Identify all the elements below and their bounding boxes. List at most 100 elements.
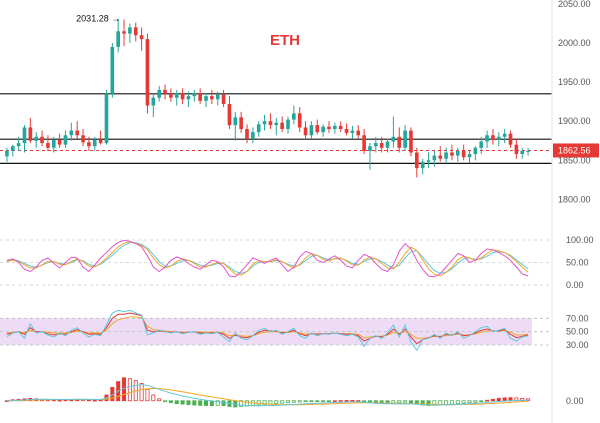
candle-body bbox=[455, 150, 460, 156]
candle bbox=[467, 150, 472, 164]
candle-body bbox=[391, 136, 396, 142]
candle-body bbox=[239, 117, 243, 129]
macd-hist-bar bbox=[192, 400, 197, 406]
candle bbox=[268, 113, 273, 129]
price-axis: 2050.00 2000.00 1950.00 1900.00 1850.00 1800.… bbox=[551, 0, 591, 423]
candle-body bbox=[309, 125, 314, 136]
candle bbox=[180, 88, 185, 104]
price-pane bbox=[0, 18, 552, 178]
candle bbox=[391, 116, 396, 148]
candle-body bbox=[34, 136, 39, 141]
candle-body bbox=[98, 139, 103, 144]
candle-body bbox=[356, 130, 361, 136]
candle-body bbox=[233, 117, 238, 126]
candle bbox=[239, 111, 243, 133]
candle bbox=[333, 122, 337, 134]
candle bbox=[186, 91, 191, 108]
candle-body bbox=[40, 136, 44, 144]
candle bbox=[496, 132, 501, 147]
current-price-tag-bg bbox=[553, 143, 599, 158]
candle bbox=[379, 136, 384, 153]
rsi-tick-label-1: 50.00 bbox=[566, 327, 589, 337]
candle bbox=[385, 138, 390, 153]
macd-hist-bar bbox=[485, 399, 490, 402]
macd-signal-line bbox=[6, 387, 529, 406]
macd-hist-bar bbox=[350, 399, 355, 402]
macd-hist-bar bbox=[204, 400, 209, 406]
candle-body bbox=[22, 127, 27, 144]
candle-body bbox=[245, 129, 249, 139]
candle-body bbox=[145, 39, 150, 106]
macd-hist-bar bbox=[397, 400, 402, 404]
macd-hist-bar bbox=[426, 400, 431, 406]
price-tick-label-3: 1900.00 bbox=[558, 116, 591, 126]
candle bbox=[227, 96, 232, 129]
candle-body bbox=[508, 133, 513, 145]
candle bbox=[98, 130, 103, 145]
macd-hist-bar bbox=[63, 399, 68, 402]
candle bbox=[251, 127, 255, 144]
candle bbox=[10, 144, 15, 157]
candle bbox=[485, 130, 489, 148]
candle bbox=[444, 147, 448, 164]
candle bbox=[133, 22, 138, 42]
candle-body bbox=[215, 94, 220, 100]
candle bbox=[520, 147, 525, 159]
candle-body bbox=[479, 141, 484, 148]
candle bbox=[409, 127, 413, 157]
candle bbox=[198, 88, 202, 104]
current-price-tag: 1862.56 bbox=[553, 143, 599, 158]
macd-hist-bar bbox=[291, 400, 296, 403]
candle-body bbox=[51, 139, 56, 148]
macd-hist-bar bbox=[461, 400, 466, 404]
candle bbox=[22, 125, 27, 153]
candle bbox=[104, 89, 109, 145]
candle bbox=[292, 105, 296, 125]
candle-body bbox=[10, 146, 15, 151]
macd-hist-bar bbox=[262, 400, 267, 405]
candle bbox=[415, 147, 419, 178]
stoch-k-line bbox=[6, 239, 529, 278]
candle-body bbox=[16, 143, 21, 147]
stoch-tick-label-1: 50.00 bbox=[566, 258, 589, 268]
stoch-tick-label-2: 0.00 bbox=[566, 280, 584, 290]
candle-body bbox=[467, 154, 472, 158]
macd-hist-bar bbox=[239, 400, 244, 407]
candle bbox=[479, 136, 484, 155]
candle bbox=[204, 93, 208, 108]
candle-body bbox=[204, 96, 208, 101]
candle-body bbox=[157, 89, 161, 98]
candle-body bbox=[174, 93, 179, 98]
candle-body bbox=[151, 97, 156, 106]
candle bbox=[69, 122, 74, 141]
candle-body bbox=[327, 126, 331, 129]
macd-hist-bar bbox=[408, 400, 413, 404]
candle bbox=[163, 84, 167, 100]
candle bbox=[245, 124, 249, 144]
macd-hist-bar bbox=[321, 400, 326, 402]
candle-body bbox=[180, 93, 185, 100]
macd-hist-bar bbox=[86, 399, 91, 402]
candle bbox=[16, 136, 21, 151]
candle-body bbox=[133, 27, 138, 36]
candle-body bbox=[526, 150, 530, 152]
candle-body bbox=[297, 113, 302, 128]
candle-body bbox=[186, 96, 191, 100]
price-tick-label-2: 1950.00 bbox=[558, 77, 591, 87]
candle bbox=[157, 86, 161, 102]
candle-body bbox=[473, 147, 478, 155]
candle bbox=[122, 19, 126, 47]
candle bbox=[461, 144, 466, 161]
candle-body bbox=[139, 35, 144, 40]
candle-body bbox=[221, 94, 226, 104]
candle bbox=[28, 118, 33, 144]
candle-body bbox=[92, 139, 97, 147]
candle bbox=[374, 136, 378, 153]
candle-body bbox=[57, 139, 62, 145]
candle bbox=[297, 107, 302, 133]
candle bbox=[368, 143, 372, 170]
candle bbox=[262, 114, 267, 131]
macd-hist-bar bbox=[362, 400, 367, 403]
candle-body bbox=[210, 96, 214, 100]
